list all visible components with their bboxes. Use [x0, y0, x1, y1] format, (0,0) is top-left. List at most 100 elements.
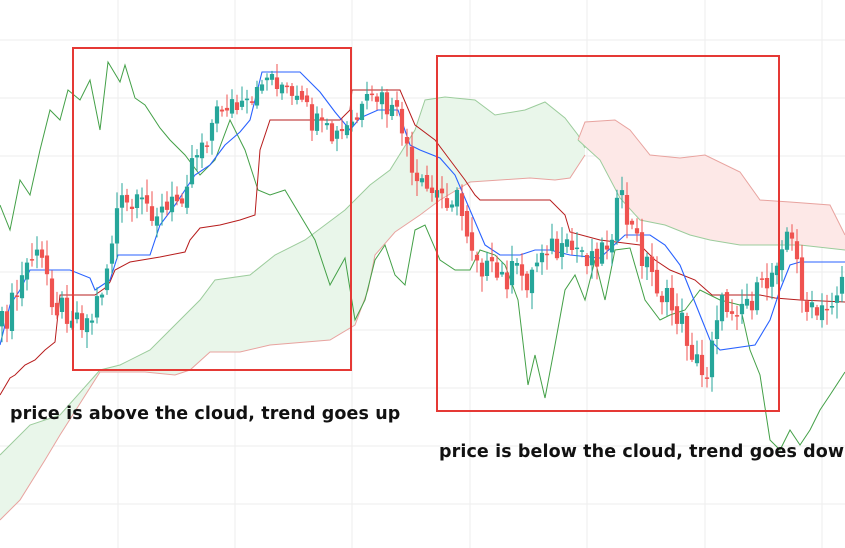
candle: [634, 218, 640, 242]
candle-body: [9, 292, 15, 331]
candle: [674, 293, 680, 335]
candle: [189, 145, 195, 188]
candle-body: [559, 243, 565, 257]
candle: [404, 128, 410, 157]
candle: [259, 79, 265, 94]
candle: [529, 267, 535, 310]
candle-body: [279, 84, 285, 94]
candle: [184, 174, 190, 214]
candle: [129, 198, 135, 222]
candle: [474, 251, 480, 273]
candle-body: [184, 186, 190, 208]
candle-body: [179, 198, 185, 204]
candle-body: [454, 190, 460, 207]
candle: [159, 193, 165, 226]
candle-body: [804, 301, 810, 312]
candle: [769, 263, 775, 300]
candle: [824, 294, 830, 325]
candle-body: [769, 272, 775, 287]
candle-body: [609, 239, 615, 253]
candle: [604, 230, 610, 260]
candle-body: [784, 231, 790, 250]
candle: [74, 301, 80, 324]
candle-body: [444, 198, 450, 208]
candle-body: [474, 254, 480, 261]
candle: [619, 176, 625, 209]
candle: [469, 217, 475, 261]
candle-body: [739, 303, 745, 315]
candle: [289, 83, 295, 105]
candle-body: [134, 194, 140, 208]
candle-body: [714, 320, 720, 339]
candle: [609, 234, 615, 266]
candle-body: [354, 117, 360, 120]
candle-body: [119, 195, 125, 208]
candle: [354, 112, 360, 124]
candle: [299, 85, 305, 103]
candle: [779, 240, 785, 282]
candle: [164, 191, 170, 216]
candle: [739, 289, 745, 324]
candle-body: [839, 276, 845, 294]
candle: [0, 306, 5, 343]
candle-body: [394, 100, 400, 107]
candle-body: [414, 172, 420, 182]
candle: [704, 367, 710, 388]
candle-body: [824, 308, 830, 311]
candle: [794, 229, 800, 274]
candle-body: [189, 158, 195, 185]
candle-body: [44, 255, 50, 275]
candle-body: [679, 312, 685, 324]
candle: [694, 340, 700, 367]
candle-body: [64, 297, 70, 324]
candle: [784, 227, 790, 253]
candle-body: [724, 292, 730, 312]
candle-body: [814, 307, 820, 316]
candle: [624, 182, 630, 239]
candle-body: [19, 275, 25, 299]
candle: [304, 88, 310, 107]
candle: [394, 91, 400, 117]
candle: [449, 200, 455, 212]
candle-body: [199, 142, 205, 159]
candle: [514, 258, 520, 275]
annotation-downtrend: price is below the cloud, trend goes dow…: [439, 442, 845, 462]
candle: [89, 313, 95, 335]
candle: [379, 86, 385, 120]
candle-body: [439, 188, 445, 194]
candle-body: [489, 257, 495, 262]
candle: [239, 86, 245, 111]
candle-body: [264, 77, 270, 81]
candle-body: [479, 262, 485, 277]
candle-body: [639, 232, 645, 266]
candle-body: [294, 95, 300, 100]
candle: [429, 175, 435, 202]
candle-body: [39, 249, 45, 258]
bullish-cloud: [0, 97, 585, 520]
candle: [329, 120, 335, 144]
candle-body: [234, 102, 240, 110]
candle-body: [794, 241, 800, 260]
candle: [544, 245, 550, 270]
candle-body: [664, 288, 670, 303]
tenkan-sen-line: [0, 71, 845, 351]
candle: [219, 105, 225, 117]
annotation-uptrend: price is above the cloud, trend goes up: [10, 404, 401, 424]
candle: [454, 187, 460, 216]
candle: [279, 82, 285, 100]
candle-body: [464, 211, 470, 237]
candle-body: [504, 272, 510, 290]
candle: [564, 233, 570, 253]
candle: [499, 261, 505, 277]
candle: [559, 227, 565, 270]
chikou-span-line: [0, 60, 845, 451]
candle-body: [359, 103, 365, 120]
candle-body: [644, 256, 650, 268]
candle-body: [34, 249, 40, 256]
candle-body: [74, 312, 80, 320]
candle-body: [314, 113, 320, 131]
candle-body: [334, 130, 340, 139]
candle: [629, 218, 635, 230]
candle-body: [599, 242, 605, 264]
